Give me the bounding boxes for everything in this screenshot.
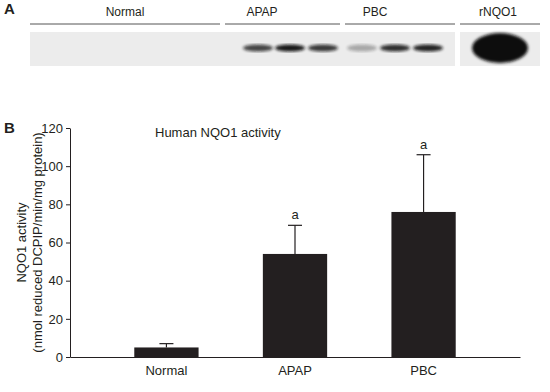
x-tick-label: PBC	[410, 363, 437, 378]
error-bar-cap	[288, 225, 302, 226]
x-tick-label: APAP	[278, 363, 312, 378]
y-tick-label: 20	[49, 311, 63, 326]
x-tick-label: Normal	[145, 363, 187, 378]
x-axis-line	[71, 357, 521, 358]
figure: A B Normal APAP PBC rNQO1 0 20 40 60 80 100 120 Norma…	[0, 0, 550, 392]
y-tick-mark	[66, 319, 70, 320]
x-tick: Normal	[145, 363, 187, 378]
blot-band	[308, 45, 338, 52]
y-tick: 20	[49, 311, 70, 326]
error-bar-stem	[423, 155, 424, 212]
y-tick-label: 80	[49, 197, 63, 212]
y-axis: 0 20 40 60 80 100 120	[41, 121, 70, 365]
y-tick-mark	[66, 243, 70, 244]
y-tick-label: 60	[49, 235, 63, 250]
y-tick-label: 40	[49, 273, 63, 288]
error-bar-cap	[159, 343, 173, 344]
error-bar-cap	[417, 154, 431, 155]
y-tick: 40	[49, 273, 70, 288]
x-tick: PBC	[410, 363, 437, 378]
lane-label: PBC	[363, 5, 388, 19]
y-tick-mark	[66, 204, 70, 205]
x-axis: Normal APAP PBC	[71, 358, 521, 379]
panel-label: A	[4, 0, 15, 17]
panel-label: B	[4, 119, 15, 136]
y-tick: 100	[41, 159, 70, 174]
chart-title: Human NQO1 activity	[155, 125, 281, 140]
blot-band	[243, 45, 273, 52]
error-bar-stem	[294, 225, 295, 254]
bar	[134, 347, 198, 357]
lane-bracket	[225, 24, 340, 25]
error-bar	[159, 344, 173, 348]
bar	[391, 212, 455, 357]
lane-bracket	[460, 24, 540, 25]
blot-band	[347, 45, 377, 52]
blot-band	[472, 33, 528, 63]
plot-area	[134, 155, 455, 357]
x-tick: APAP	[278, 363, 312, 378]
blot-band	[275, 45, 305, 52]
lane-label: rNQO1	[479, 5, 517, 19]
blot-band	[413, 45, 443, 52]
y-tick: 0	[56, 350, 70, 365]
y-axis-line	[70, 129, 71, 358]
lane-bracket	[345, 24, 455, 25]
lane-label: Normal	[106, 5, 145, 19]
significance-mark: a	[291, 207, 299, 222]
error-bar	[288, 225, 302, 254]
y-axis-title: NQO1 activity	[14, 202, 29, 283]
y-tick: 60	[49, 235, 70, 250]
blot	[30, 24, 540, 66]
y-tick-mark	[66, 281, 70, 282]
lane-bracket	[30, 24, 220, 25]
y-axis-title: (nmol reduced DCPIP/min/mg protein)	[30, 132, 45, 352]
y-tick-label: 0	[56, 350, 63, 365]
blot-band	[380, 45, 410, 52]
y-tick-mark	[66, 128, 70, 129]
y-tick-mark	[66, 166, 70, 167]
lane-label: APAP	[246, 5, 277, 19]
y-tick-mark	[66, 357, 70, 358]
error-bar	[417, 155, 431, 212]
blot-membrane	[460, 32, 540, 66]
blot-membrane	[30, 32, 455, 66]
y-tick: 80	[49, 197, 70, 212]
y-tick: 120	[41, 121, 70, 136]
significance-mark: a	[420, 137, 428, 152]
bar	[263, 254, 327, 357]
chart-container: A B Normal APAP PBC rNQO1 0 20 40 60 80 100 120 Norma…	[0, 0, 550, 392]
